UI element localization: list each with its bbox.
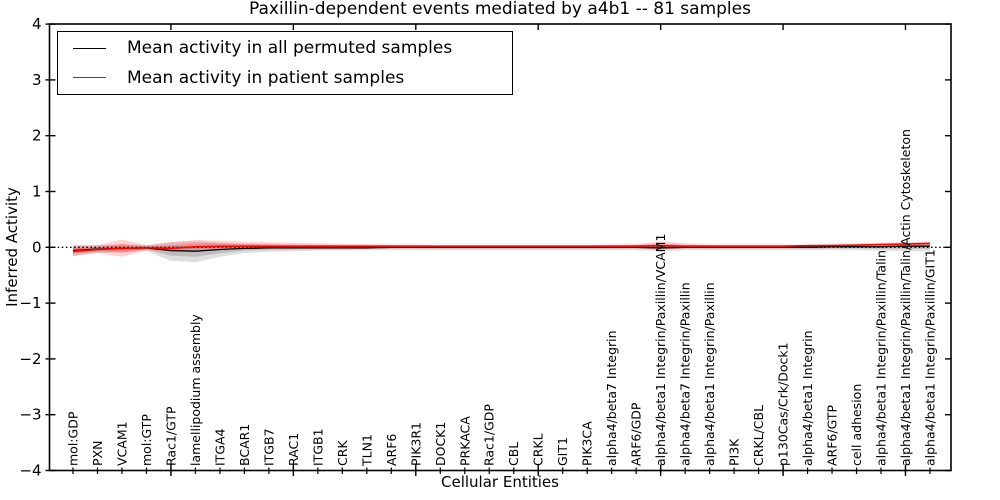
x-tick-label: alpha4/beta1 Integrin/Paxillin xyxy=(702,282,717,466)
x-tick-label: PI3K xyxy=(727,438,742,466)
x-tick-label: DOCK1 xyxy=(433,422,448,466)
patient-band-outer xyxy=(73,239,930,257)
x-tick-label: alpha4/beta1 Integrin/Paxillin/VCAM1 xyxy=(653,234,668,466)
x-tick-label: ARF6/GDP xyxy=(629,402,644,466)
x-tick-label: alpha4/beta7 Integrin xyxy=(604,330,619,466)
x-tick-label: CRKL xyxy=(531,433,546,466)
x-tick-label: alpha4/beta1 Integrin/Paxillin/Talin xyxy=(874,250,889,466)
x-tick-label: PXN xyxy=(90,441,105,466)
y-tick-label: −1 xyxy=(19,294,41,312)
y-tick-label: −2 xyxy=(19,350,41,368)
legend: Mean activity in all permuted samples Me… xyxy=(57,31,513,95)
x-tick-label: mol:GTP xyxy=(139,414,154,466)
permuted-line-sample-icon xyxy=(73,47,106,49)
y-tick-label: 2 xyxy=(32,127,42,145)
x-tick-label: CRK xyxy=(335,440,350,466)
y-tick-label: 4 xyxy=(32,15,42,33)
legend-entry-patient: Mean activity in patient samples xyxy=(58,65,512,91)
legend-label-permuted: Mean activity in all permuted samples xyxy=(127,38,453,59)
y-tick-label: −3 xyxy=(19,406,41,424)
x-tick-label: alpha4/beta7 Integrin/Paxillin xyxy=(678,282,693,466)
x-tick-label: PRKACA xyxy=(457,416,472,466)
x-tick-label: VCAM1 xyxy=(114,421,129,466)
y-tick-label: 0 xyxy=(32,238,42,256)
legend-label-patient: Mean activity in patient samples xyxy=(127,67,405,88)
x-tick-label: Rac1/GDP xyxy=(482,404,497,466)
patient-line-sample-icon xyxy=(73,77,106,79)
x-tick-label: ARF6/GTP xyxy=(825,405,840,466)
y-tick-label: 3 xyxy=(32,71,42,89)
x-tick-label: PIK3CA xyxy=(580,421,595,466)
x-tick-label: lamellipodium assembly xyxy=(188,314,203,466)
x-tick-label: ITGA4 xyxy=(212,428,227,466)
x-tick-label: alpha4/beta1 Integrin xyxy=(800,330,815,466)
x-tick-label: BCAR1 xyxy=(237,424,252,466)
x-tick-label: p130Cas/Crk/Dock1 xyxy=(776,342,791,466)
x-tick-label: PIK3R1 xyxy=(408,422,423,466)
x-tick-label: Rac1/GTP xyxy=(163,406,178,466)
x-tick-label: RAC1 xyxy=(286,433,301,466)
x-tick-label: CBL xyxy=(506,442,521,466)
x-tick-label: alpha4/beta1 Integrin/Paxillin/GIT1 xyxy=(922,249,937,466)
legend-entry-permuted: Mean activity in all permuted samples xyxy=(58,35,512,61)
x-tick-label: alpha4/beta1 Integrin/Paxillin/Talin/Act… xyxy=(898,129,913,466)
y-tick-label: −4 xyxy=(19,462,41,480)
y-tick-label: 1 xyxy=(32,183,42,201)
x-tick-label: cell adhesion xyxy=(849,384,864,466)
x-tick-label: ARF6 xyxy=(384,434,399,466)
x-tick-label: TLN1 xyxy=(359,434,374,467)
chart-title: Paxillin-dependent events mediated by a4… xyxy=(249,0,751,19)
x-tick-label: GIT1 xyxy=(555,437,570,466)
permuted-mean-line xyxy=(72,245,930,252)
patient-band-inner xyxy=(73,242,930,254)
x-tick-label: ITGB1 xyxy=(310,428,325,466)
y-axis-label: Inferred Activity xyxy=(3,187,21,307)
x-tick-label: ITGB7 xyxy=(261,428,276,466)
x-tick-label: CRKL/CBL xyxy=(751,405,766,466)
x-axis-label: Cellular Entities xyxy=(441,473,559,491)
patient-mean-line xyxy=(72,242,931,252)
x-tick-label: mol:GDP xyxy=(66,411,81,466)
